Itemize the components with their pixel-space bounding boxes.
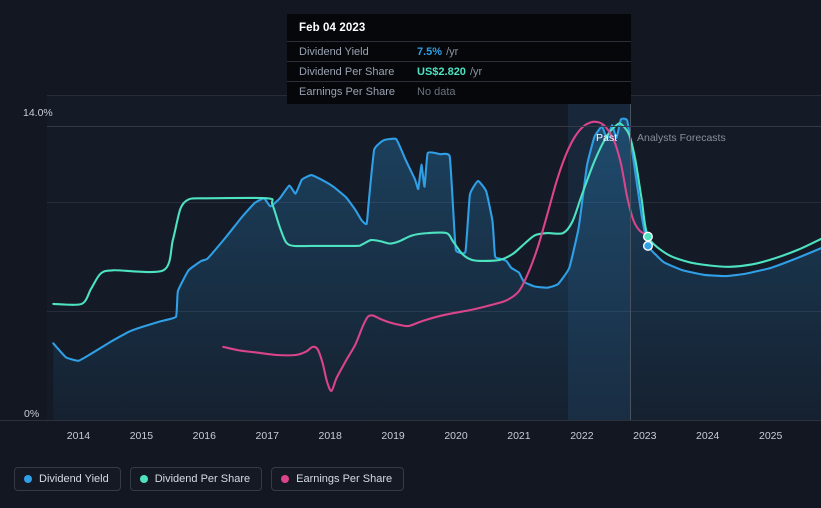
data-point-markers: [642, 231, 653, 251]
tooltip-row: Earnings Per Share No data: [287, 81, 631, 101]
marker-dividend-per-share: [642, 231, 653, 242]
x-axis-tick-2020: 2020: [444, 430, 468, 442]
x-axis-tick-2021: 2021: [507, 430, 531, 442]
series-line-earnings-per-share: [222, 120, 648, 393]
legend-dot-icon: [281, 475, 290, 483]
tooltip-row-unit: /yr: [469, 65, 483, 78]
marker-dividend-yield: [642, 240, 653, 251]
chart-legend: Dividend Yield Dividend Per Share Earnings…: [14, 467, 405, 491]
legend-item-dividend-yield[interactable]: Dividend Yield: [14, 467, 121, 491]
tooltip-date: Feb 04 2023: [299, 22, 366, 34]
tooltip-row-unit: /yr: [446, 45, 459, 58]
tooltip-rows: Dividend Yield 7.5%/yr Dividend Per Share U…: [287, 41, 631, 101]
x-axis-tick-2018: 2018: [318, 430, 342, 442]
y-axis-max-label: 14.0%: [23, 107, 53, 119]
x-axis: 2014 2015 2016 2017 2018 2019 2020 2021 2022 2023…: [0, 430, 821, 446]
tooltip-row-label: Dividend Yield: [299, 45, 369, 58]
legend-item-label: Dividend Yield: [39, 473, 109, 485]
tooltip-row: Dividend Yield 7.5%/yr: [287, 41, 631, 61]
legend-item-label: Dividend Per Share: [154, 473, 251, 485]
legend-item-label: Earnings Per Share: [296, 473, 393, 485]
x-axis-tick-2017: 2017: [255, 430, 279, 442]
legend-item-earnings-per-share[interactable]: Earnings Per Share: [271, 467, 405, 491]
y-axis-min-label: 0%: [24, 408, 40, 420]
legend-item-dividend-per-share[interactable]: Dividend Per Share: [129, 467, 263, 491]
x-axis-tick-2014: 2014: [66, 430, 91, 442]
tooltip-row-value: 7.5%: [417, 45, 443, 58]
hover-tooltip: Feb 04 2023 Dividend Yield 7.5%/yr Dividen…: [287, 14, 631, 104]
tooltip-row-value: US$2.820: [417, 65, 466, 78]
analysts-forecasts-label: Analysts Forecasts: [637, 132, 726, 144]
tooltip-row-label: Earnings Per Share: [299, 85, 395, 98]
tooltip-row-label: Dividend Per Share: [299, 65, 395, 78]
x-axis-tick-2015: 2015: [129, 430, 154, 442]
x-axis-tick-2025: 2025: [758, 430, 783, 442]
area-fill-dividend-yield: [53, 118, 821, 420]
x-axis-tick-2023: 2023: [633, 430, 657, 442]
series-line-dividend-per-share: [52, 122, 821, 306]
past-label: Past: [596, 132, 618, 144]
tooltip-row: Dividend Per Share US$2.820/yr: [287, 61, 631, 81]
x-axis-tick-2024: 2024: [696, 430, 720, 442]
x-axis-tick-2019: 2019: [381, 430, 405, 442]
legend-dot-icon: [24, 475, 32, 483]
series-group: [52, 117, 821, 420]
tooltip-row-value: No data: [417, 85, 456, 98]
series-line-dividend-yield: [52, 117, 821, 362]
legend-dot-icon: [139, 475, 148, 483]
x-axis-tick-2022: 2022: [570, 430, 594, 442]
x-axis-tick-2016: 2016: [192, 430, 216, 442]
